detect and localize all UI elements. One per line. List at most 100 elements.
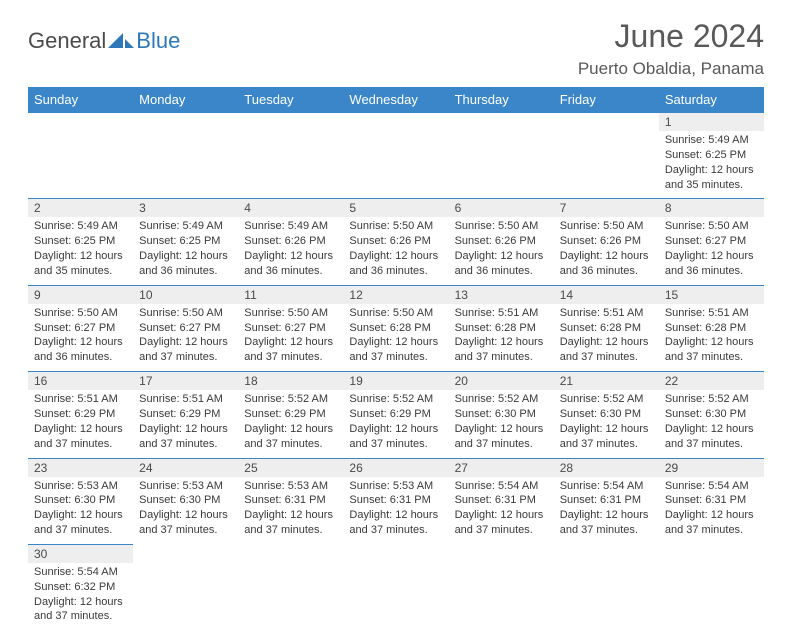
day-detail-cell: Sunrise: 5:51 AMSunset: 6:28 PMDaylight:… [554, 304, 659, 372]
title-block: June 2024 Puerto Obaldia, Panama [578, 18, 764, 79]
day-detail-cell: Sunrise: 5:50 AMSunset: 6:27 PMDaylight:… [133, 304, 238, 372]
sunrise-line: Sunrise: 5:49 AM [244, 219, 337, 234]
sunrise-line: Sunrise: 5:52 AM [665, 392, 758, 407]
sunrise-line: Sunrise: 5:51 AM [665, 306, 758, 321]
day-detail-cell [238, 131, 343, 199]
daylight-line: Daylight: 12 hours and 37 minutes. [349, 422, 442, 452]
daylight-line: Daylight: 12 hours and 37 minutes. [139, 422, 232, 452]
daylight-line: Daylight: 12 hours and 37 minutes. [455, 335, 548, 365]
day-detail-cell: Sunrise: 5:50 AMSunset: 6:28 PMDaylight:… [343, 304, 448, 372]
day-number-cell: 28 [554, 458, 659, 477]
sunrise-line: Sunrise: 5:51 AM [560, 306, 653, 321]
day-number-cell: 26 [343, 458, 448, 477]
sunrise-line: Sunrise: 5:52 AM [244, 392, 337, 407]
weekday-header: Sunday [28, 87, 133, 113]
day-detail-cell [449, 131, 554, 199]
sunset-line: Sunset: 6:31 PM [560, 493, 653, 508]
day-detail-cell: Sunrise: 5:49 AMSunset: 6:26 PMDaylight:… [238, 217, 343, 285]
day-number-cell: 3 [133, 199, 238, 218]
day-number-cell [554, 544, 659, 563]
logo-sail-icon [108, 33, 134, 49]
sunset-line: Sunset: 6:29 PM [349, 407, 442, 422]
sunset-line: Sunset: 6:27 PM [244, 321, 337, 336]
day-number-cell [238, 113, 343, 132]
day-detail-cell: Sunrise: 5:50 AMSunset: 6:27 PMDaylight:… [28, 304, 133, 372]
sunset-line: Sunset: 6:27 PM [665, 234, 758, 249]
day-detail-cell: Sunrise: 5:49 AMSunset: 6:25 PMDaylight:… [28, 217, 133, 285]
day-number-cell: 1 [659, 113, 764, 132]
daylight-line: Daylight: 12 hours and 37 minutes. [139, 508, 232, 538]
day-detail-cell [28, 131, 133, 199]
sunset-line: Sunset: 6:26 PM [244, 234, 337, 249]
day-detail-cell: Sunrise: 5:54 AMSunset: 6:31 PMDaylight:… [449, 477, 554, 545]
sunrise-line: Sunrise: 5:52 AM [560, 392, 653, 407]
sunrise-line: Sunrise: 5:50 AM [560, 219, 653, 234]
sunset-line: Sunset: 6:28 PM [665, 321, 758, 336]
daylight-line: Daylight: 12 hours and 37 minutes. [34, 508, 127, 538]
daylight-line: Daylight: 12 hours and 37 minutes. [665, 335, 758, 365]
sunset-line: Sunset: 6:30 PM [665, 407, 758, 422]
day-detail-cell [343, 563, 448, 630]
daylight-line: Daylight: 12 hours and 36 minutes. [349, 249, 442, 279]
day-number-cell: 16 [28, 372, 133, 391]
sunrise-line: Sunrise: 5:54 AM [455, 479, 548, 494]
weekday-header: Wednesday [343, 87, 448, 113]
sunrise-line: Sunrise: 5:51 AM [455, 306, 548, 321]
sunset-line: Sunset: 6:31 PM [244, 493, 337, 508]
day-number-cell: 24 [133, 458, 238, 477]
day-detail-cell [133, 563, 238, 630]
day-detail-cell: Sunrise: 5:54 AMSunset: 6:31 PMDaylight:… [659, 477, 764, 545]
day-detail-cell: Sunrise: 5:51 AMSunset: 6:28 PMDaylight:… [659, 304, 764, 372]
sunset-line: Sunset: 6:27 PM [34, 321, 127, 336]
day-number-cell: 19 [343, 372, 448, 391]
daylight-line: Daylight: 12 hours and 37 minutes. [455, 508, 548, 538]
day-detail-cell: Sunrise: 5:53 AMSunset: 6:31 PMDaylight:… [343, 477, 448, 545]
day-detail-cell [133, 131, 238, 199]
day-detail-cell: Sunrise: 5:50 AMSunset: 6:26 PMDaylight:… [449, 217, 554, 285]
day-number-cell [133, 113, 238, 132]
daylight-line: Daylight: 12 hours and 37 minutes. [665, 508, 758, 538]
daylight-line: Daylight: 12 hours and 36 minutes. [34, 335, 127, 365]
day-detail-cell: Sunrise: 5:49 AMSunset: 6:25 PMDaylight:… [659, 131, 764, 199]
day-number-cell: 6 [449, 199, 554, 218]
sunrise-line: Sunrise: 5:50 AM [455, 219, 548, 234]
daylight-line: Daylight: 12 hours and 37 minutes. [34, 595, 127, 625]
day-number-cell: 2 [28, 199, 133, 218]
sunrise-line: Sunrise: 5:52 AM [455, 392, 548, 407]
sunrise-line: Sunrise: 5:53 AM [349, 479, 442, 494]
sunrise-line: Sunrise: 5:49 AM [139, 219, 232, 234]
day-detail-cell: Sunrise: 5:52 AMSunset: 6:29 PMDaylight:… [343, 390, 448, 458]
sunrise-line: Sunrise: 5:53 AM [139, 479, 232, 494]
day-number-cell [659, 544, 764, 563]
day-detail-cell [554, 563, 659, 630]
daylight-line: Daylight: 12 hours and 37 minutes. [455, 422, 548, 452]
day-number-cell: 11 [238, 285, 343, 304]
sunset-line: Sunset: 6:32 PM [34, 580, 127, 595]
sunrise-line: Sunrise: 5:53 AM [244, 479, 337, 494]
day-detail-cell [554, 131, 659, 199]
day-number-cell: 12 [343, 285, 448, 304]
daylight-line: Daylight: 12 hours and 37 minutes. [244, 335, 337, 365]
sunset-line: Sunset: 6:31 PM [455, 493, 548, 508]
day-detail-cell: Sunrise: 5:50 AMSunset: 6:26 PMDaylight:… [554, 217, 659, 285]
day-detail-cell: Sunrise: 5:54 AMSunset: 6:31 PMDaylight:… [554, 477, 659, 545]
sunset-line: Sunset: 6:25 PM [34, 234, 127, 249]
sunrise-line: Sunrise: 5:54 AM [560, 479, 653, 494]
header: General Blue June 2024 Puerto Obaldia, P… [28, 18, 764, 79]
day-number-cell: 5 [343, 199, 448, 218]
daylight-line: Daylight: 12 hours and 37 minutes. [244, 422, 337, 452]
location: Puerto Obaldia, Panama [578, 59, 764, 79]
sunrise-line: Sunrise: 5:50 AM [349, 219, 442, 234]
sunrise-line: Sunrise: 5:49 AM [34, 219, 127, 234]
sunrise-line: Sunrise: 5:53 AM [34, 479, 127, 494]
sunset-line: Sunset: 6:26 PM [349, 234, 442, 249]
daylight-line: Daylight: 12 hours and 36 minutes. [139, 249, 232, 279]
day-number-cell: 18 [238, 372, 343, 391]
day-number-cell [449, 544, 554, 563]
day-detail-cell: Sunrise: 5:53 AMSunset: 6:31 PMDaylight:… [238, 477, 343, 545]
sunset-line: Sunset: 6:30 PM [560, 407, 653, 422]
day-number-cell: 10 [133, 285, 238, 304]
weekday-header: Friday [554, 87, 659, 113]
sunset-line: Sunset: 6:30 PM [34, 493, 127, 508]
sunset-line: Sunset: 6:30 PM [455, 407, 548, 422]
